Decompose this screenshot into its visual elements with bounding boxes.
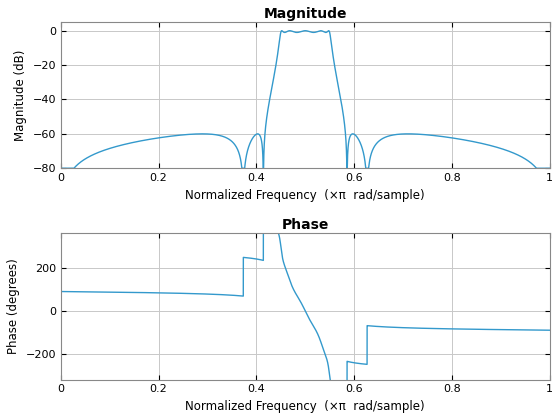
X-axis label: Normalized Frequency  (×π  rad/sample): Normalized Frequency (×π rad/sample) (185, 400, 425, 413)
Title: Phase: Phase (282, 218, 329, 232)
Title: Magnitude: Magnitude (263, 7, 347, 21)
Y-axis label: Magnitude (dB): Magnitude (dB) (14, 50, 27, 141)
X-axis label: Normalized Frequency  (×π  rad/sample): Normalized Frequency (×π rad/sample) (185, 189, 425, 202)
Y-axis label: Phase (degrees): Phase (degrees) (7, 259, 20, 354)
